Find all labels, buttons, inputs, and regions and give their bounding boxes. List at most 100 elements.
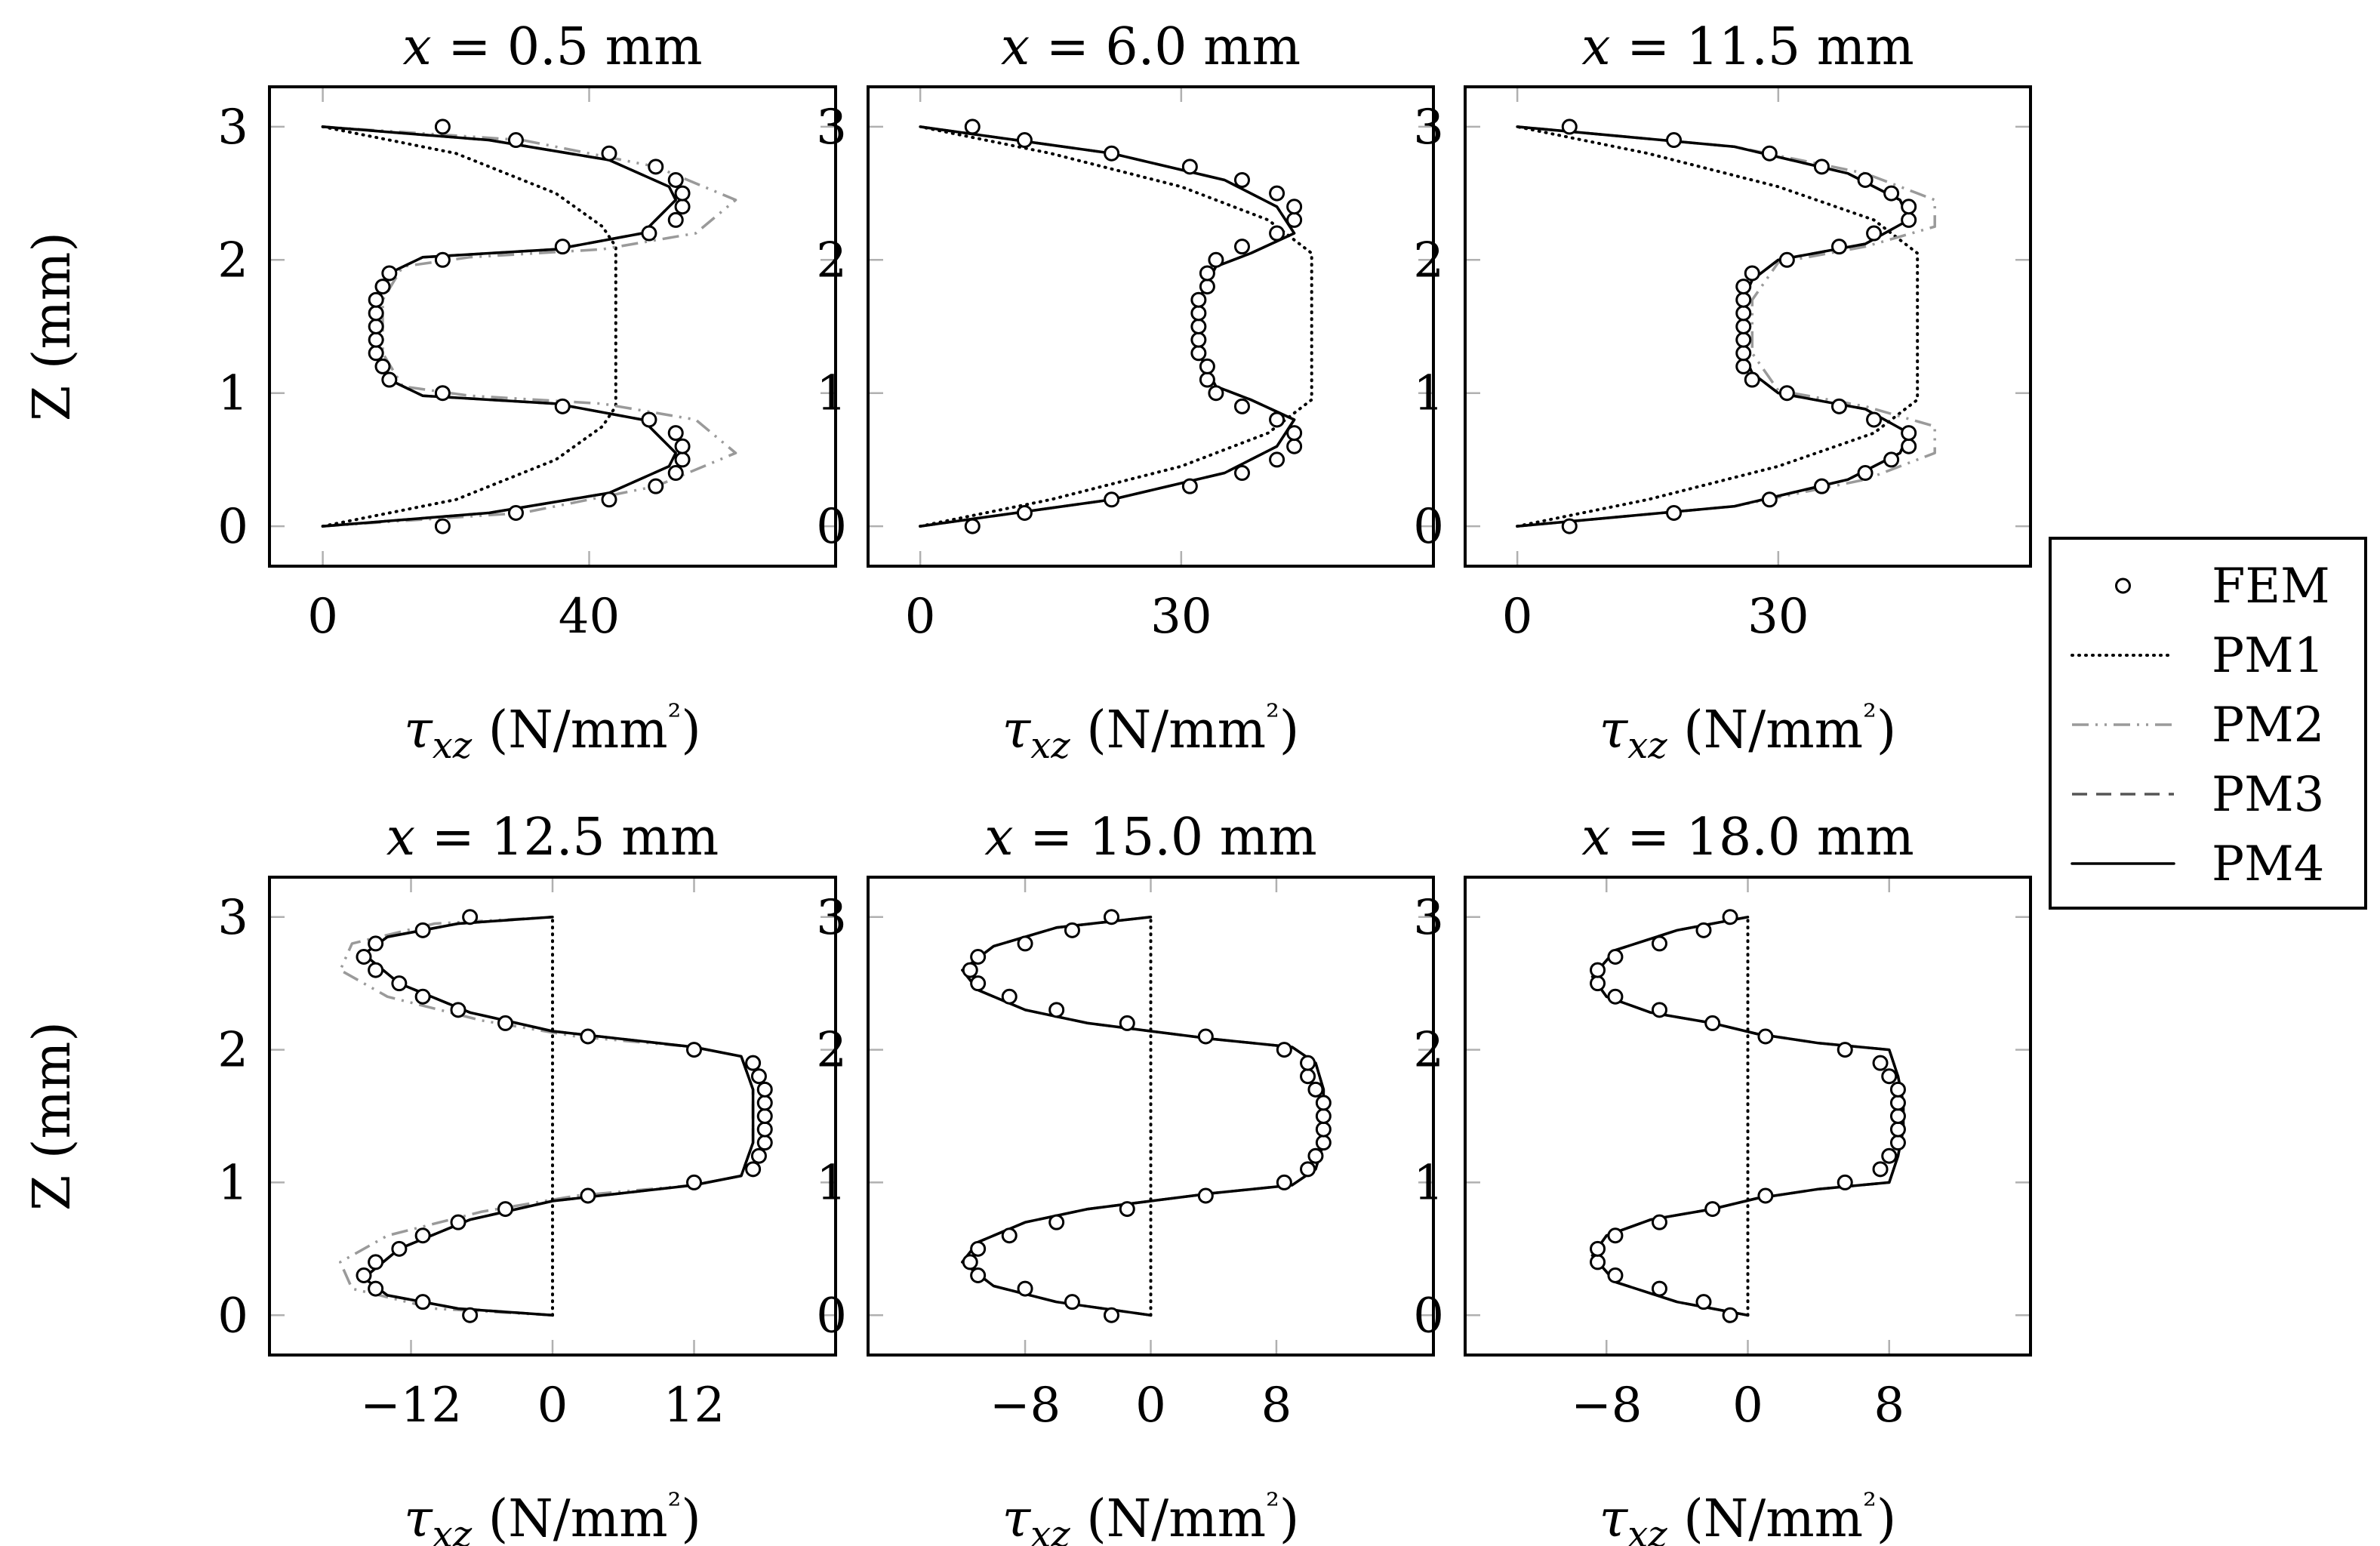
- fem-marker: [1199, 265, 1215, 282]
- fem-marker: [1119, 1201, 1135, 1218]
- x-tick-label: −12: [360, 1378, 462, 1434]
- fem-marker: [1744, 265, 1760, 282]
- y-tick-label: 3: [816, 890, 847, 946]
- fem-marker: [1315, 1121, 1332, 1138]
- x-tick-label: 0: [537, 1378, 568, 1434]
- series-pm1-line: [321, 125, 617, 528]
- series-fem: [356, 909, 773, 1323]
- fem-marker: [1607, 1227, 1624, 1244]
- fem-marker: [434, 518, 451, 534]
- fem-marker: [674, 451, 691, 468]
- y-tick-label: 3: [1413, 890, 1444, 946]
- fem-marker: [1872, 1055, 1889, 1071]
- y-tick-label: 2: [1413, 233, 1444, 288]
- fem-marker: [1181, 159, 1198, 175]
- fem-marker: [368, 1254, 384, 1270]
- series-pm3-line: [362, 916, 755, 1317]
- fem-marker: [667, 211, 684, 228]
- x-tick-label: 8: [1874, 1378, 1904, 1434]
- fem-marker: [1103, 909, 1119, 925]
- fem-marker: [1607, 1267, 1624, 1283]
- fem-marker: [1315, 1108, 1332, 1124]
- y-axis-label: Z (mm): [23, 232, 82, 421]
- fem-marker: [667, 465, 684, 482]
- x-tick-label: 0: [905, 589, 936, 645]
- fem-marker: [1300, 1055, 1316, 1071]
- legend-item-pm2: PM2: [2072, 698, 2324, 753]
- fem-marker: [368, 962, 384, 978]
- fem-marker: [414, 922, 431, 938]
- subplot-5: x = 15.0 mm −8 0 8 0 1 2 3 τxz (N/mm²): [816, 808, 1435, 1546]
- fem-marker: [554, 398, 571, 414]
- subplot-title: x = 11.5 mm: [1581, 17, 1914, 77]
- x-axis-label: τxz (N/mm²): [1599, 698, 1897, 767]
- fem-marker: [1048, 1002, 1065, 1018]
- fem-marker: [1016, 504, 1033, 521]
- fem-marker: [1269, 451, 1285, 468]
- fem-marker: [580, 1028, 596, 1045]
- x-tick-label: −8: [1571, 1378, 1642, 1434]
- fem-marker: [686, 1042, 702, 1058]
- fem-marker: [1704, 1015, 1721, 1031]
- fem-marker: [1233, 239, 1250, 255]
- fem-marker: [674, 185, 691, 202]
- legend-item-pm3: PM3: [2072, 767, 2324, 823]
- fem-marker: [756, 1081, 773, 1098]
- y-tick-label: 3: [1413, 100, 1444, 156]
- fem-marker: [434, 385, 451, 402]
- fem-marker: [356, 1267, 372, 1283]
- series-pm3-line: [961, 916, 1325, 1317]
- fem-marker: [1233, 398, 1250, 414]
- fem-marker: [1813, 159, 1830, 175]
- y-tick-label: 3: [816, 100, 847, 156]
- fem-marker: [1190, 291, 1207, 308]
- subplot-title: x = 6.0 mm: [1001, 17, 1301, 77]
- fem-marker: [1901, 211, 1917, 228]
- y-tick-label: 2: [217, 1023, 248, 1079]
- fem-marker: [1199, 371, 1215, 388]
- fem-marker: [414, 988, 431, 1005]
- plot-frame: [1464, 876, 2032, 1357]
- fem-marker: [1001, 988, 1018, 1005]
- series-pm1-line: [919, 125, 1313, 528]
- y-tick-label: 0: [1413, 1288, 1444, 1344]
- fem-marker: [1778, 251, 1795, 268]
- x-tick-label: 30: [1150, 589, 1212, 645]
- fem-marker: [1190, 305, 1207, 322]
- fem-marker: [1104, 491, 1120, 508]
- fem-marker: [1866, 225, 1883, 242]
- fem-marker: [1307, 1147, 1324, 1164]
- fem-marker: [1651, 935, 1667, 952]
- fem-marker: [462, 909, 479, 925]
- fem-marker: [1735, 319, 1752, 334]
- fem-marker: [356, 949, 372, 965]
- fem-marker: [1695, 1294, 1712, 1310]
- x-axis-label: τxz (N/mm²): [404, 1486, 701, 1546]
- fem-marker: [962, 1254, 978, 1270]
- fem-marker: [1857, 171, 1874, 188]
- fem-marker: [1190, 331, 1207, 348]
- fem-marker: [434, 119, 451, 135]
- series-pm2-line: [1516, 125, 1936, 528]
- fem-marker: [1197, 1187, 1214, 1204]
- fem-marker: [745, 1161, 762, 1178]
- fem-marker: [1276, 1042, 1292, 1058]
- fem-marker: [674, 199, 691, 215]
- fem-marker: [1307, 1081, 1324, 1098]
- y-tick-label: 1: [816, 366, 847, 422]
- fem-marker: [1269, 185, 1285, 202]
- fem-marker: [964, 518, 981, 534]
- y-tick-label: 2: [217, 233, 248, 288]
- fem-marker: [1233, 465, 1250, 482]
- fem-marker: [1757, 1028, 1774, 1045]
- y-tick-label: 0: [816, 1288, 847, 1344]
- fem-marker: [1276, 1174, 1292, 1190]
- fem-marker: [1017, 1280, 1033, 1297]
- fem-marker: [1651, 1214, 1667, 1230]
- series-pm4-line: [1516, 125, 1910, 528]
- fem-marker: [970, 1240, 987, 1257]
- legend-item-pm4: PM4: [2071, 836, 2324, 892]
- fem-marker: [507, 504, 524, 521]
